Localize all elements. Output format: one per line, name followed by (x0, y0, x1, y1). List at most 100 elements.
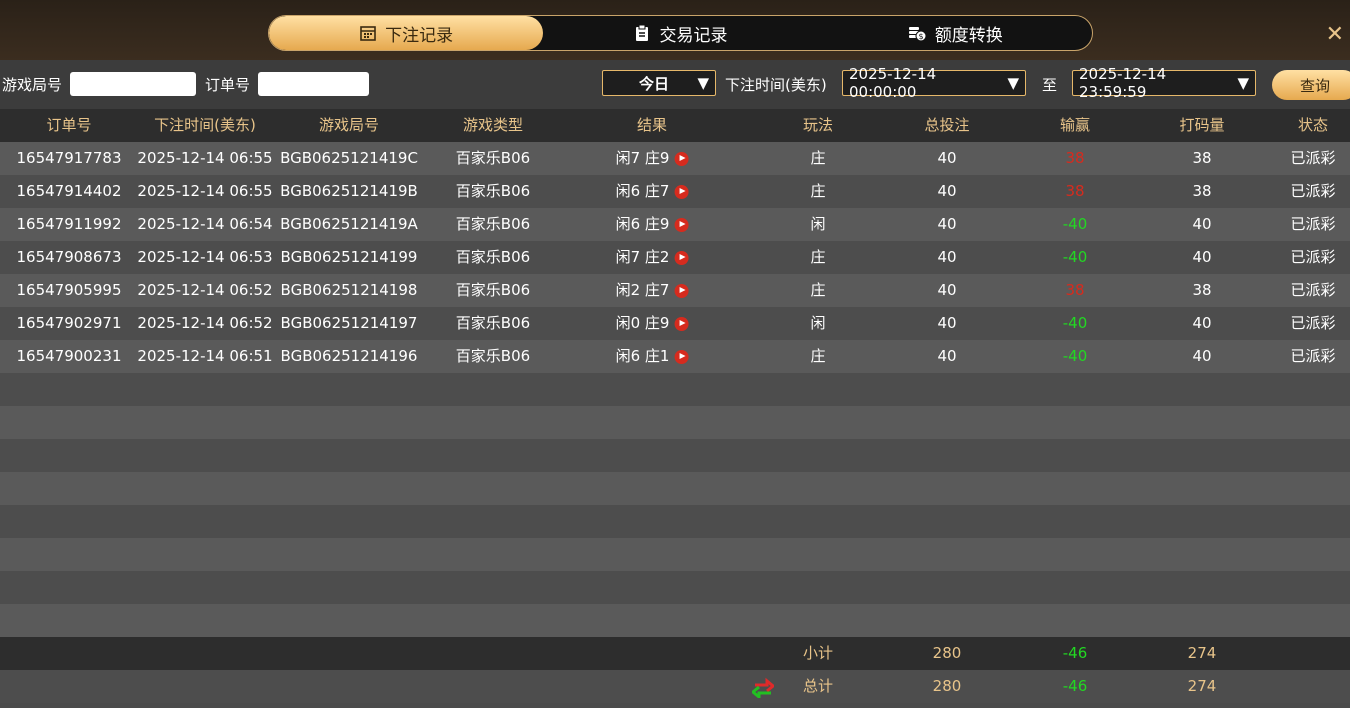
table-cell: BGB0625121419C (280, 149, 418, 167)
replay-icon[interactable] (674, 217, 689, 232)
replay-icon[interactable] (674, 250, 689, 265)
table-row: 16547902971 2025-12-14 06:52 BGB0625121419… (0, 307, 1350, 340)
table-cell: 已派彩 (1290, 281, 1336, 299)
table-cell: 40 (1192, 314, 1212, 332)
empty-row (0, 373, 1350, 406)
table-cell: 16547900231 (16, 347, 122, 365)
round-label: 游戏局号 (2, 76, 63, 94)
table-cell: 庄 (810, 182, 826, 200)
table-cell: 庄 (810, 347, 826, 365)
table-cell: 16547908673 (16, 248, 122, 266)
table-cell: 40 (1192, 347, 1212, 365)
order-input[interactable] (258, 72, 369, 96)
tab-label: 交易记录 (659, 25, 728, 46)
table-cell: 庄 (810, 248, 826, 266)
table-cell: 38 (1192, 149, 1212, 167)
empty-row (0, 604, 1350, 637)
table-cell: BGB06251214196 (280, 347, 418, 365)
close-button[interactable]: ✕ (1325, 22, 1344, 47)
order-label: 订单号 (205, 76, 251, 94)
table-cell: 闲7 庄9 (616, 142, 689, 175)
table-cell: -40 (1062, 314, 1088, 332)
replay-icon[interactable] (674, 283, 689, 298)
table-cell: 已派彩 (1290, 215, 1336, 233)
table-cell: 百家乐B06 (455, 281, 531, 299)
replay-icon[interactable] (674, 349, 689, 364)
table-cell: 闲6 庄7 (616, 175, 689, 208)
table-cell: -40 (1062, 215, 1088, 233)
table-cell: 16547911992 (16, 215, 122, 233)
filter-bar: 游戏局号 订单号 今日 ▼ 下注时间(美东) 2025-12-14 00:00:0… (0, 60, 1350, 109)
table-cell: 百家乐B06 (455, 248, 531, 266)
table-cell: 闲 (810, 215, 826, 233)
column-header: 下注时间(美东) (154, 116, 256, 134)
table-cell: 2025-12-14 06:51 (137, 347, 273, 365)
table-cell: 2025-12-14 06:53 (137, 248, 273, 266)
tab-label: 额度转换 (934, 25, 1003, 46)
tab[interactable]: 交易记录 (543, 16, 817, 50)
table-cell: 40 (937, 314, 957, 332)
table-cell: 已派彩 (1290, 182, 1336, 200)
table-cell: 40 (937, 149, 957, 167)
table-cell: -40 (1062, 347, 1088, 365)
table-cell: 百家乐B06 (455, 347, 531, 365)
table-cell: 40 (1192, 248, 1212, 266)
calendar-icon (360, 26, 376, 41)
svg-text:$: $ (918, 32, 923, 41)
table-cell: 16547914402 (16, 182, 122, 200)
column-header: 游戏局号 (318, 116, 380, 134)
table-cell: 百家乐B06 (455, 182, 531, 200)
period-value: 今日 (639, 74, 670, 93)
time-label: 下注时间(美东) (725, 76, 827, 94)
table-cell: 40 (937, 248, 957, 266)
empty-row (0, 406, 1350, 439)
query-button[interactable]: 查询 (1272, 70, 1350, 100)
table-cell: 闲7 庄2 (616, 241, 689, 274)
end-select[interactable]: 2025-12-14 23:59:59 ▼ (1072, 65, 1256, 101)
table-cell: 闲6 庄1 (616, 340, 689, 373)
table-row: 16547900231 2025-12-14 06:51 BGB0625121419… (0, 340, 1350, 373)
table-row: 16547908673 2025-12-14 06:53 BGB0625121419… (0, 241, 1350, 274)
column-header: 订单号 (46, 116, 92, 134)
subtotal-bet: 280 (932, 644, 962, 662)
table-cell: 庄 (810, 281, 826, 299)
table-cell: 38 (1192, 281, 1212, 299)
table-cell: 闲6 庄9 (616, 208, 689, 241)
table-cell: 闲2 庄7 (616, 274, 689, 307)
column-header: 游戏类型 (462, 116, 524, 134)
tab[interactable]: $ 额度转换 (818, 16, 1092, 50)
table-cell: 百家乐B06 (455, 215, 531, 233)
table-cell: 已派彩 (1290, 314, 1336, 332)
subtotal-label: 小计 (802, 644, 834, 662)
dropdown-arrow: ▼ (697, 74, 709, 92)
table-cell: 已派彩 (1290, 347, 1336, 365)
table-cell: 闲 (810, 314, 826, 332)
total-turnover: 274 (1187, 677, 1217, 695)
replay-icon[interactable] (674, 151, 689, 166)
start-select[interactable]: 2025-12-14 00:00:00 ▼ (842, 65, 1026, 101)
swap-icon (752, 677, 774, 698)
replay-icon[interactable] (674, 316, 689, 331)
table-cell: 40 (937, 215, 957, 233)
empty-row (0, 538, 1350, 571)
dropdown-arrow: ▼ (1007, 74, 1019, 92)
column-header: 打码量 (1179, 116, 1225, 134)
table-cell: 38 (1065, 182, 1085, 200)
column-header: 结果 (636, 116, 668, 134)
period-select[interactable]: 今日 ▼ (602, 70, 716, 96)
table-cell: 百家乐B06 (455, 314, 531, 332)
table-cell: 38 (1065, 281, 1085, 299)
column-header: 总投注 (924, 116, 970, 134)
total-bet: 280 (932, 677, 962, 695)
table-cell: 16547917783 (16, 149, 122, 167)
table-cell: 已派彩 (1290, 248, 1336, 266)
table-row: 16547905995 2025-12-14 06:52 BGB0625121419… (0, 274, 1350, 307)
table-cell: BGB06251214199 (280, 248, 418, 266)
tab[interactable]: 下注记录 (269, 16, 544, 50)
header-row: 订单号 下注时间(美东) 游戏局号 游戏类型 结果 玩法 总投注 输赢 打码量 状态 (0, 109, 1350, 142)
table-cell: 16547902971 (16, 314, 122, 332)
total-win-loss: -46 (1062, 677, 1088, 695)
clipboard-icon (636, 24, 649, 41)
replay-icon[interactable] (674, 184, 689, 199)
round-input[interactable] (70, 72, 196, 96)
